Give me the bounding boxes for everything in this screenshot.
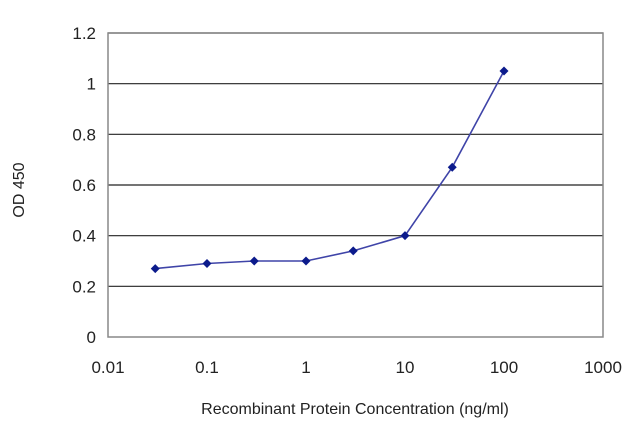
data-point: [202, 259, 212, 269]
x-tick-label: 1000: [584, 358, 622, 377]
data-point: [150, 264, 160, 274]
x-tick-label: 100: [490, 358, 518, 377]
data-point: [400, 231, 410, 241]
y-axis-tick-labels: 0 0.2 0.4 0.6 0.8 1 1.2: [72, 24, 96, 347]
data-point: [301, 256, 311, 266]
x-tick-label: 0.01: [91, 358, 124, 377]
x-tick-label: 10: [396, 358, 415, 377]
y-tick-label: 0.6: [72, 176, 96, 195]
grid-lines: [108, 32, 603, 287]
data-point: [348, 246, 358, 256]
x-tick-label: 1: [301, 358, 310, 377]
y-tick-label: 0: [87, 328, 96, 347]
x-axis-title: Recombinant Protein Concentration (ng/ml…: [201, 401, 509, 418]
x-axis-tick-labels: 0.01 0.1 1 10 100 1000: [91, 358, 621, 377]
y-tick-label: 0.4: [72, 227, 96, 246]
data-point: [447, 162, 457, 172]
series-line: [155, 70, 505, 270]
data-point: [499, 66, 509, 76]
y-tick-label: 0.8: [72, 125, 96, 144]
plot-area-frame: [107, 32, 604, 338]
data-series: [150, 66, 509, 274]
data-point: [249, 256, 259, 266]
y-tick-label: 1.2: [72, 24, 96, 43]
y-axis-title: OD 450: [11, 162, 28, 217]
y-tick-label: 0.2: [72, 277, 96, 296]
x-tick-label: 0.1: [195, 358, 219, 377]
y-tick-label: 1: [87, 75, 96, 94]
